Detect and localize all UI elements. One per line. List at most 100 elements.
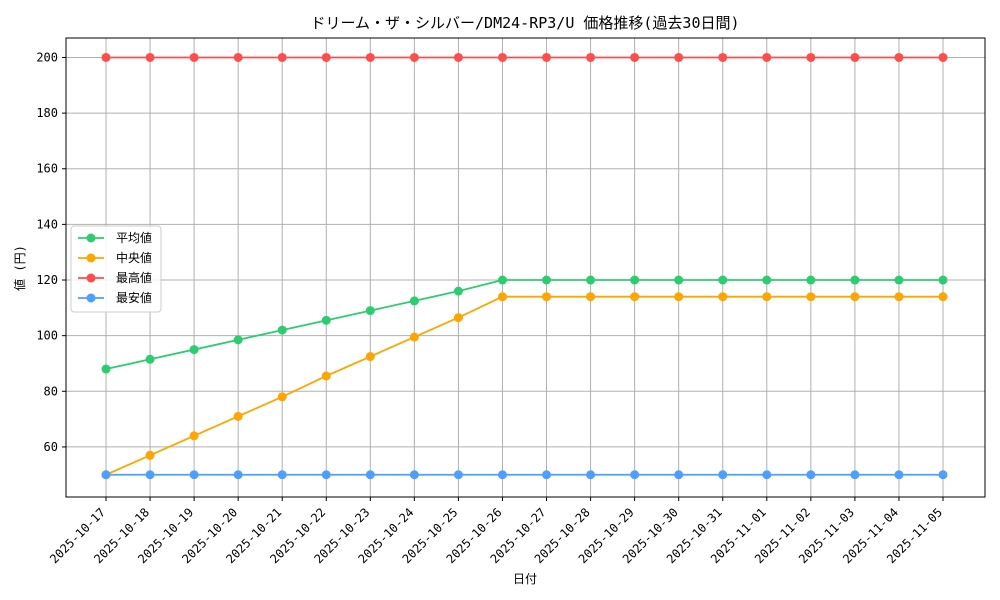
legend-label: 平均値: [116, 230, 152, 245]
data-point: [894, 275, 904, 285]
data-point: [718, 470, 728, 480]
data-point: [497, 470, 507, 480]
data-point: [718, 275, 728, 285]
data-point: [101, 364, 111, 374]
data-point: [938, 470, 948, 480]
data-point: [497, 275, 507, 285]
data-point: [189, 52, 199, 62]
data-point: [806, 292, 816, 302]
data-point: [365, 52, 375, 62]
y-tick-label: 120: [36, 273, 58, 287]
y-axis-label: 値 (円): [12, 245, 27, 291]
data-point: [321, 371, 331, 381]
plot-area: [65, 37, 986, 498]
data-point: [409, 296, 419, 306]
y-tick-label: 140: [36, 217, 58, 231]
data-point: [630, 52, 640, 62]
data-point: [145, 470, 155, 480]
data-point: [674, 470, 684, 480]
data-point: [365, 306, 375, 316]
data-point: [850, 52, 860, 62]
data-point: [542, 52, 552, 62]
legend-box: [70, 225, 162, 313]
series-layer: [101, 52, 948, 480]
data-point: [409, 470, 419, 480]
y-tick-label: 80: [44, 384, 58, 398]
data-point: [277, 52, 287, 62]
y-tick-label: 100: [36, 329, 58, 343]
y-tick-label: 160: [36, 162, 58, 176]
data-point: [894, 470, 904, 480]
legend-marker: [86, 293, 96, 303]
data-point: [453, 313, 463, 323]
data-point: [321, 470, 331, 480]
data-point: [850, 470, 860, 480]
data-point: [586, 275, 596, 285]
chart-title: ドリーム・ザ・シルバー/DM24-RP3/U 価格推移(過去30日間): [310, 14, 739, 32]
data-point: [850, 275, 860, 285]
data-point: [762, 292, 772, 302]
series-line: [105, 295, 943, 476]
data-point: [497, 292, 507, 302]
data-point: [277, 470, 287, 480]
data-point: [453, 286, 463, 296]
data-point: [894, 292, 904, 302]
data-point: [453, 470, 463, 480]
data-point: [321, 315, 331, 325]
data-point: [630, 470, 640, 480]
x-axis: 2025-10-172025-10-182025-10-192025-10-20…: [47, 497, 945, 566]
data-point: [233, 470, 243, 480]
data-point: [762, 52, 772, 62]
data-point: [145, 450, 155, 460]
data-point: [850, 292, 860, 302]
data-point: [365, 352, 375, 362]
data-point: [409, 52, 419, 62]
data-point: [189, 470, 199, 480]
data-point: [497, 52, 507, 62]
data-point: [233, 52, 243, 62]
data-point: [674, 292, 684, 302]
data-point: [718, 52, 728, 62]
data-point: [542, 292, 552, 302]
data-point: [938, 292, 948, 302]
legend-label: 最高値: [116, 270, 152, 285]
data-point: [233, 335, 243, 345]
data-point: [630, 292, 640, 302]
data-point: [674, 275, 684, 285]
legend-label: 中央値: [116, 250, 152, 265]
data-point: [409, 332, 419, 342]
data-point: [101, 470, 111, 480]
data-point: [718, 292, 728, 302]
data-point: [938, 275, 948, 285]
data-point: [894, 52, 904, 62]
data-point: [806, 52, 816, 62]
y-tick-label: 200: [36, 50, 58, 64]
series-line: [105, 279, 943, 370]
data-point: [189, 345, 199, 355]
data-point: [542, 275, 552, 285]
data-point: [938, 52, 948, 62]
grid: [66, 38, 985, 497]
data-point: [806, 275, 816, 285]
data-point: [674, 52, 684, 62]
data-point: [762, 275, 772, 285]
legend-marker: [86, 233, 96, 243]
data-point: [365, 470, 375, 480]
data-point: [145, 354, 155, 364]
data-point: [321, 52, 331, 62]
y-tick-label: 180: [36, 106, 58, 120]
data-point: [189, 431, 199, 441]
legend-marker: [86, 273, 96, 283]
data-point: [277, 392, 287, 402]
x-axis-label: 日付: [513, 572, 537, 586]
data-point: [806, 470, 816, 480]
y-tick-label: 60: [44, 440, 58, 454]
data-point: [233, 411, 243, 421]
y-axis: 60 80 100 120 140 160 180 200: [36, 50, 66, 454]
data-point: [542, 470, 552, 480]
data-point: [453, 52, 463, 62]
data-point: [277, 325, 287, 335]
data-point: [586, 470, 596, 480]
